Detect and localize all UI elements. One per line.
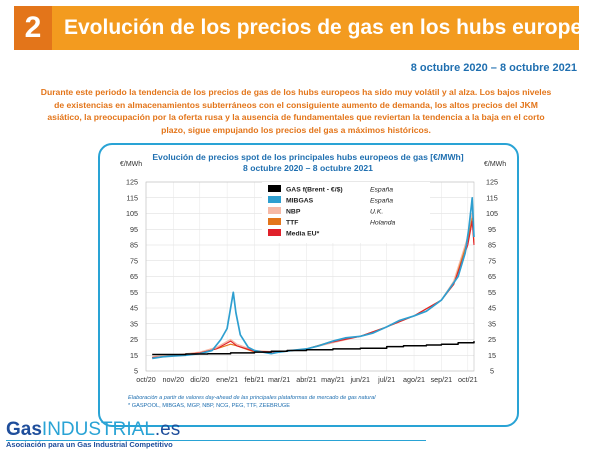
x-tick-label: nov/20 xyxy=(163,375,185,384)
title-banner: 2 Evolución de los precios de gas en los… xyxy=(14,6,591,50)
y-tick-label-right: 15 xyxy=(488,351,496,360)
logo-suffix: .es xyxy=(154,419,181,440)
legend-country: España xyxy=(370,198,393,205)
x-tick-label: jul/21 xyxy=(377,375,395,384)
y-tick-label-left: 95 xyxy=(130,225,138,234)
logo-industrial: INDUSTRIAL xyxy=(41,419,155,440)
logo-divider xyxy=(6,440,426,441)
legend-swatch xyxy=(268,229,281,236)
x-tick-label: sep/21 xyxy=(431,375,453,384)
y-tick-label-left: 35 xyxy=(130,319,138,328)
y-axis-label-right: €/MWh xyxy=(484,161,506,168)
y-tick-label-left: 45 xyxy=(130,304,138,313)
legend-label: MIBGAS xyxy=(286,198,314,205)
summary-text: Durante este periodo la tendencia de los… xyxy=(40,87,552,135)
legend-swatch xyxy=(268,196,281,203)
chart-title: Evolución de precios spot de los princip… xyxy=(152,152,463,162)
x-tick-label: dic/20 xyxy=(190,375,209,384)
y-axis-label-left: €/MWh xyxy=(120,161,142,168)
x-tick-label: ago/21 xyxy=(403,375,425,384)
y-tick-label-right: 5 xyxy=(490,367,494,376)
chart-footnote: * GASPOOL, MIBGAS, MGP, NBP, NCG, PEG, T… xyxy=(128,403,290,409)
y-tick-label-left: 5 xyxy=(134,367,138,376)
y-tick-label-right: 115 xyxy=(486,193,497,202)
series-line-mibgas xyxy=(152,196,475,360)
y-tick-label-left: 65 xyxy=(130,272,138,281)
x-tick-label: mar/21 xyxy=(268,375,290,384)
y-tick-label-right: 65 xyxy=(488,272,496,281)
page-title: Evolución de los precios de gas en los h… xyxy=(64,16,591,39)
x-tick-label: jun/21 xyxy=(349,375,370,384)
legend-country: Holanda xyxy=(370,220,396,227)
y-tick-label-left: 25 xyxy=(130,335,138,344)
legend-swatch xyxy=(268,185,281,192)
logo: GasINDUSTRIAL.es Asociación para un Gas … xyxy=(6,419,426,449)
y-tick-label-left: 105 xyxy=(126,209,138,218)
x-tick-label: abr/21 xyxy=(296,375,316,384)
x-tick-label: ene/21 xyxy=(216,375,238,384)
legend-label: GAS f(Brent - €/$) xyxy=(286,187,343,194)
y-tick-label-right: 125 xyxy=(486,178,498,187)
y-tick-label-right: 105 xyxy=(486,209,498,218)
price-chart: Evolución de precios spot de los princip… xyxy=(120,152,506,409)
x-tick-label: feb/21 xyxy=(244,375,264,384)
section-number: 2 xyxy=(14,6,52,50)
y-tick-label-left: 125 xyxy=(126,178,138,187)
y-tick-label-right: 55 xyxy=(488,288,496,297)
y-tick-label-left: 15 xyxy=(130,351,138,360)
chart-note: Elaboración a partir de valores day-ahea… xyxy=(128,395,376,401)
logo-tagline: Asociación para un Gas Industrial Compet… xyxy=(6,440,173,449)
legend-label: Media EU* xyxy=(286,231,320,238)
x-tick-label: oct/20 xyxy=(136,375,156,384)
y-tick-label-right: 35 xyxy=(488,319,496,328)
legend-country: U.K. xyxy=(370,209,383,216)
y-tick-label-right: 25 xyxy=(488,335,496,344)
chart-subtitle: 8 octubre 2020 – 8 octubre 2021 xyxy=(243,163,373,173)
legend-box xyxy=(262,182,430,243)
y-tick-label-left: 115 xyxy=(127,193,138,202)
legend-label: TTF xyxy=(286,220,298,227)
y-tick-label-left: 75 xyxy=(130,256,138,265)
x-tick-label: may/21 xyxy=(321,375,345,384)
legend-swatch xyxy=(268,218,281,225)
y-tick-label-left: 85 xyxy=(130,241,138,250)
legend-label: NBP xyxy=(286,209,301,216)
y-tick-label-right: 85 xyxy=(488,241,496,250)
y-tick-label-right: 95 xyxy=(488,225,496,234)
series-line-gas xyxy=(152,341,475,356)
date-range: 8 octubre 2020 – 8 octubre 2021 xyxy=(410,62,577,74)
logo-gas: Gas xyxy=(6,419,42,440)
y-tick-label-right: 45 xyxy=(488,304,496,313)
y-tick-label-right: 75 xyxy=(488,256,496,265)
legend-country: España xyxy=(370,187,393,194)
legend-swatch xyxy=(268,207,281,214)
x-tick-label: oct/21 xyxy=(458,375,478,384)
y-tick-label-left: 55 xyxy=(130,288,138,297)
